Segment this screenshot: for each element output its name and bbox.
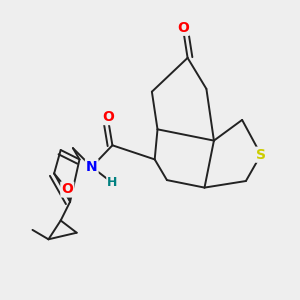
Text: S: S bbox=[256, 148, 266, 162]
Text: O: O bbox=[61, 182, 73, 197]
Text: O: O bbox=[102, 110, 114, 124]
Text: O: O bbox=[177, 21, 189, 35]
Text: N: N bbox=[86, 160, 98, 174]
Text: H: H bbox=[107, 176, 118, 189]
